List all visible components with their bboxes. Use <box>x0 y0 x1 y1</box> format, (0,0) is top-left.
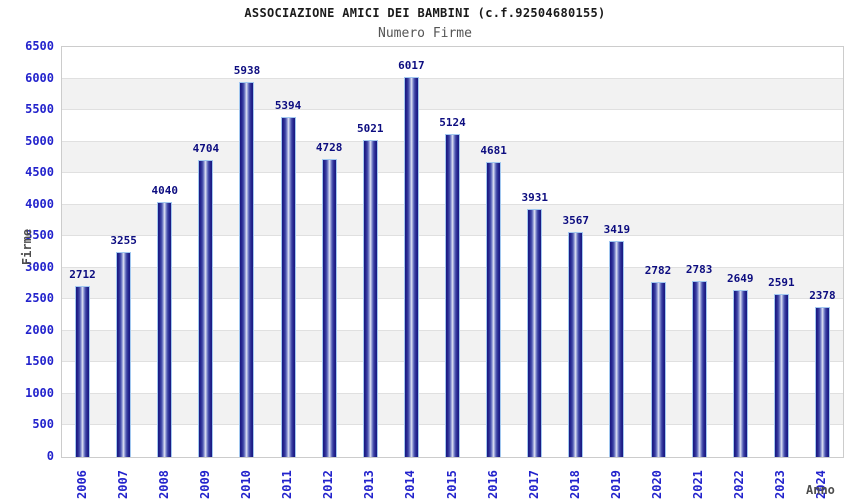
background-band <box>62 78 843 111</box>
bar-2011 <box>280 116 296 457</box>
bar-slot-2022: 2649 <box>720 47 761 457</box>
bar-2015 <box>444 133 460 457</box>
background-band <box>62 47 843 79</box>
bar-2007 <box>116 251 132 457</box>
bar-2008 <box>157 202 173 457</box>
bar-slot-2024: 2378 <box>802 47 843 457</box>
chart-subtitle: Numero Firme <box>378 26 472 41</box>
bar-slot-2012: 4728 <box>309 47 350 457</box>
bar-value-label: 3567 <box>562 214 590 228</box>
y-tick-4500: 4500 <box>25 165 54 180</box>
x-tick-2015: 2015 <box>444 470 459 499</box>
bar-2018 <box>568 232 584 457</box>
bar-value-label: 4728 <box>315 140 343 154</box>
bar-value-label: 2378 <box>809 289 836 303</box>
bar-slot-2010: 5938 <box>226 47 267 457</box>
y-tick-2000: 2000 <box>25 322 54 337</box>
bar-value-label: 4040 <box>151 184 179 198</box>
bar-slot-2017: 3931 <box>514 47 555 457</box>
x-tick-2018: 2018 <box>567 470 582 499</box>
y-tick-0: 0 <box>46 449 54 463</box>
x-tick-2021: 2021 <box>691 470 706 499</box>
x-tick-2022: 2022 <box>732 470 747 499</box>
bar-value-label: 2783 <box>685 263 713 277</box>
x-tick-2020: 2020 <box>650 470 665 499</box>
bar-slot-2014: 6017 <box>391 47 432 457</box>
bar-2013 <box>362 140 378 457</box>
x-tick-2023: 2023 <box>773 470 788 499</box>
bar-slot-2016: 4681 <box>473 47 514 457</box>
y-axis-label: Firme <box>20 228 34 266</box>
bar-value-label: 5394 <box>274 98 302 112</box>
bar-value-label: 6017 <box>398 59 425 73</box>
bar-value-label: 2649 <box>726 271 754 285</box>
x-tick-2012: 2012 <box>321 470 336 499</box>
bar-value-label: 2782 <box>644 263 672 277</box>
bar-2017 <box>527 209 543 457</box>
y-tick-5500: 5500 <box>25 102 54 117</box>
bar-slot-2020: 2782 <box>637 47 678 457</box>
x-tick-2013: 2013 <box>362 470 377 499</box>
x-tick-2010: 2010 <box>238 470 253 499</box>
x-tick-2009: 2009 <box>197 470 212 499</box>
y-tick-6000: 6000 <box>25 70 54 85</box>
bar-2006 <box>75 285 91 457</box>
bar-slot-2013: 5021 <box>350 47 391 457</box>
bar-slot-2018: 3567 <box>555 47 596 457</box>
y-tick-1000: 1000 <box>25 385 54 400</box>
x-axis-label: Anno <box>806 483 835 497</box>
x-tick-2006: 2006 <box>74 470 89 499</box>
bar-slot-2019: 3419 <box>596 47 637 457</box>
bar-2016 <box>486 161 502 457</box>
bar-slot-2023: 2591 <box>761 47 802 457</box>
bar-2023 <box>773 293 789 457</box>
x-tick-2014: 2014 <box>403 470 418 499</box>
bar-2020 <box>650 281 666 457</box>
x-tick-2011: 2011 <box>280 470 295 499</box>
bar-2019 <box>609 241 625 457</box>
bar-2022 <box>732 289 748 457</box>
x-tick-2007: 2007 <box>115 470 130 499</box>
bar-2012 <box>321 158 337 457</box>
bar-slot-2015: 5124 <box>432 47 473 457</box>
x-tick-2008: 2008 <box>156 470 171 499</box>
bar-value-label: 2712 <box>69 267 96 281</box>
bar-slot-2011: 5394 <box>268 47 309 457</box>
bar-value-label: 3931 <box>521 191 548 205</box>
plot-area: 2712 3255 4040 4704 5938 5394 4728 5021 6017 5124… <box>61 46 844 458</box>
bar-slot-2021: 2783 <box>679 47 720 457</box>
bar-slot-2006: 2712 <box>62 47 103 457</box>
chart-title: ASSOCIAZIONE AMICI DEI BAMBINI (c.f.9250… <box>244 6 606 20</box>
bar-value-label: 5938 <box>233 64 261 78</box>
y-tick-6500: 6500 <box>25 39 54 53</box>
bar-slot-2007: 3255 <box>103 47 144 457</box>
bar-value-label: 2591 <box>768 275 795 289</box>
bar-slot-2009: 4704 <box>185 47 226 457</box>
x-tick-2017: 2017 <box>526 470 541 499</box>
bar-value-label: 5124 <box>439 115 466 129</box>
bar-slot-2008: 4040 <box>144 47 185 457</box>
bar-2024 <box>814 307 830 457</box>
bar-value-label: 5021 <box>357 122 384 136</box>
x-tick-2016: 2016 <box>485 470 500 499</box>
y-tick-4000: 4000 <box>25 196 54 211</box>
y-tick-500: 500 <box>32 417 54 432</box>
bar-value-label: 4681 <box>480 143 507 157</box>
bar-2010 <box>239 82 255 457</box>
y-tick-3000: 3000 <box>25 259 54 274</box>
bar-2014 <box>403 77 419 457</box>
bar-value-label: 3419 <box>603 223 631 237</box>
y-tick-3500: 3500 <box>25 228 54 243</box>
y-tick-1500: 1500 <box>25 354 54 369</box>
bar-2021 <box>691 281 707 457</box>
bar-2009 <box>198 160 214 457</box>
bar-value-label: 4704 <box>192 142 220 156</box>
y-tick-5000: 5000 <box>25 133 54 148</box>
x-tick-2019: 2019 <box>608 470 623 499</box>
bar-value-label: 3255 <box>110 233 137 247</box>
y-tick-2500: 2500 <box>25 291 54 306</box>
